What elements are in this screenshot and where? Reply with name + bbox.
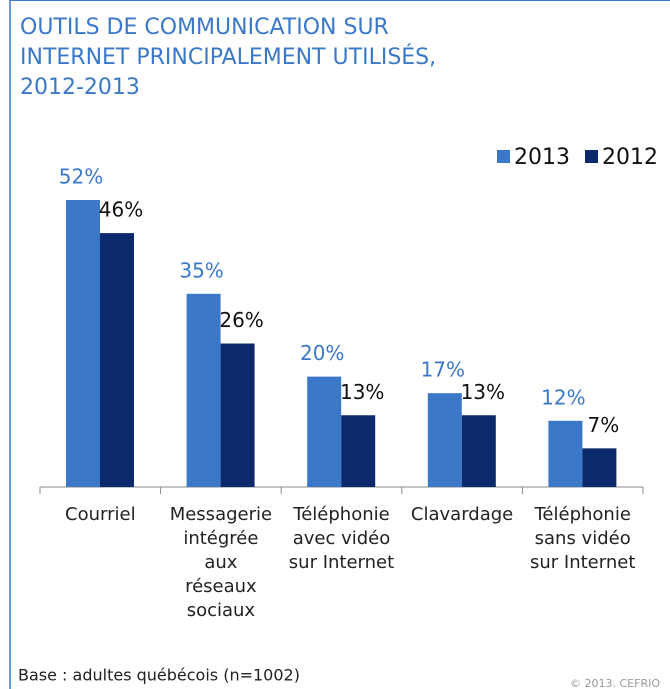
x-tick-label: Téléphonie avec vidéo sur Internet [289,504,394,573]
footnote: Base : adultes québécois (n=1002) [18,666,300,685]
bar [186,293,221,487]
source: © 2013. CEFRIO [570,677,660,689]
legend-label: 2013 [514,145,570,170]
value-label: 12% [541,385,585,409]
chart-title: INTERNET PRINCIPALEMENT UTILISÉS, [20,44,436,70]
legend-swatch [497,150,510,163]
x-tick-label: Messagerie intégrée aux réseaux sociaux [170,504,272,621]
legend-label: 2012 [602,145,658,170]
value-label: 26% [219,308,263,332]
bar [220,343,255,487]
value-label: 17% [421,358,465,382]
legend-swatch [585,150,598,163]
value-label: 52% [59,165,103,189]
value-label: 7% [588,413,620,437]
bar [307,376,342,487]
bar [100,233,134,487]
value-label: 13% [340,380,384,404]
bar [341,415,376,487]
bar [427,393,462,487]
chart-title: 2012-2013 [20,75,140,100]
value-label: 13% [461,380,505,404]
x-tick-label: Courriel [65,504,136,525]
value-label: 46% [99,198,143,222]
chart-title: OUTILS DE COMMUNICATION SUR [20,15,389,40]
value-label: 20% [300,341,344,365]
x-tick-label: Clavardage [411,504,513,525]
value-label: 35% [179,258,223,282]
bar [461,415,496,487]
x-tick-label: Téléphonie sans vidéo sur Internet [530,504,635,573]
title: OUTILS DE COMMUNICATION SUR INTERNET PRIN… [20,15,436,100]
bar [582,448,617,487]
bar [548,420,583,487]
bar [66,200,100,487]
